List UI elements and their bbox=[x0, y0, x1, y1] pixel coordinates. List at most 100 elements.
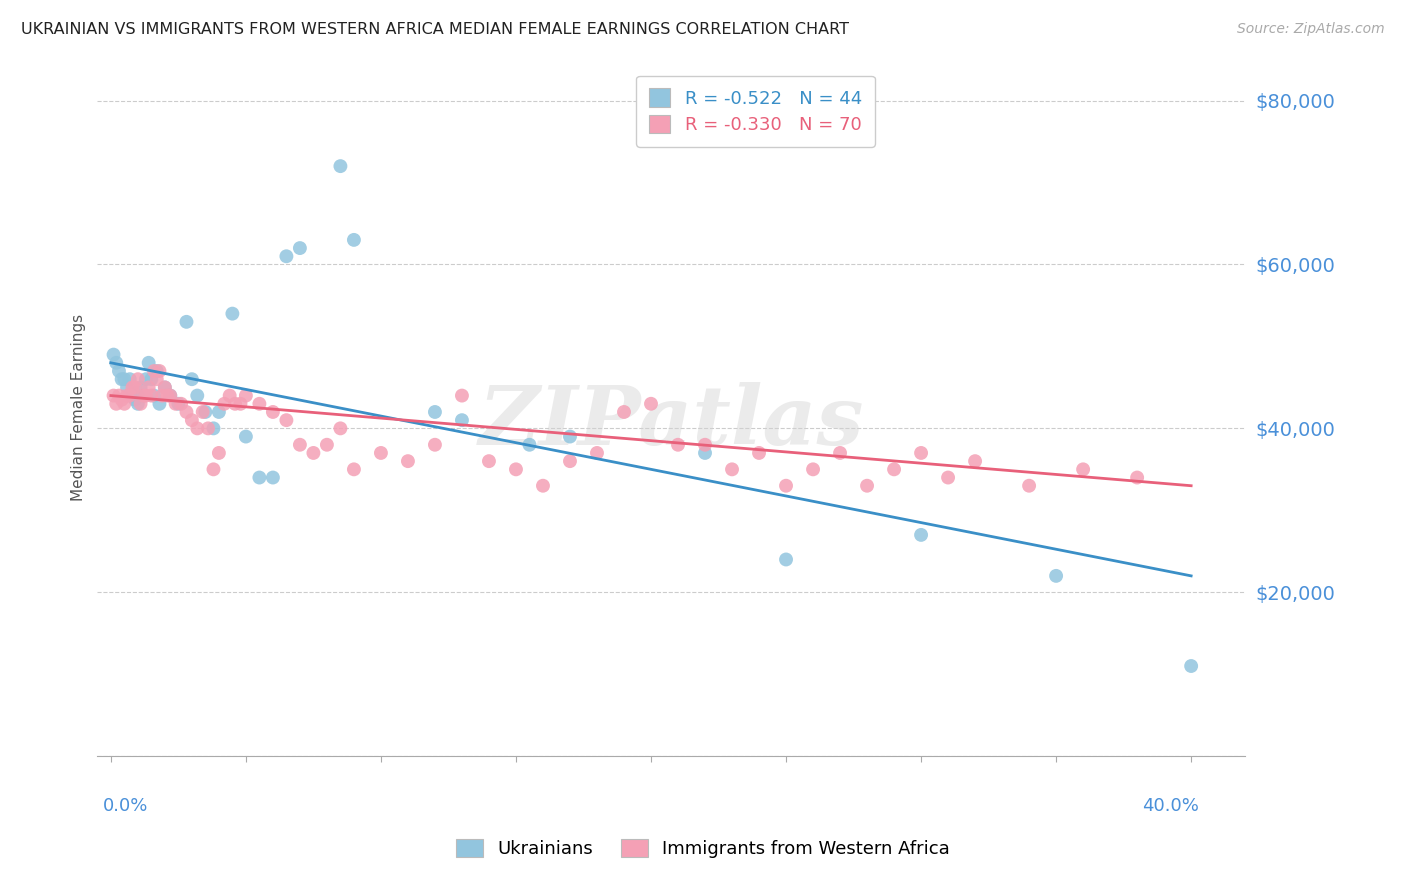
Point bbox=[558, 454, 581, 468]
Point bbox=[801, 462, 824, 476]
Y-axis label: Median Female Earnings: Median Female Earnings bbox=[72, 314, 86, 501]
Point bbox=[153, 380, 176, 394]
Point bbox=[108, 364, 131, 378]
Point bbox=[141, 388, 163, 402]
Point bbox=[666, 438, 689, 452]
Point bbox=[148, 364, 170, 378]
Point bbox=[262, 405, 284, 419]
Point bbox=[693, 438, 716, 452]
Point bbox=[775, 552, 797, 566]
Point bbox=[143, 364, 166, 378]
Point bbox=[180, 413, 202, 427]
Point bbox=[121, 388, 143, 402]
Point bbox=[156, 388, 179, 402]
Point bbox=[194, 405, 217, 419]
Point bbox=[1071, 462, 1094, 476]
Point bbox=[247, 470, 270, 484]
Point bbox=[451, 388, 474, 402]
Point bbox=[247, 397, 270, 411]
Point bbox=[208, 446, 231, 460]
Point bbox=[224, 397, 246, 411]
Point bbox=[1018, 479, 1040, 493]
Point bbox=[180, 372, 202, 386]
Point bbox=[302, 446, 325, 460]
Point bbox=[145, 364, 167, 378]
Point bbox=[138, 380, 160, 394]
Point bbox=[112, 397, 135, 411]
Point bbox=[229, 397, 252, 411]
Point bbox=[423, 438, 446, 452]
Point bbox=[965, 454, 987, 468]
Text: 40.0%: 40.0% bbox=[1143, 797, 1199, 815]
Point bbox=[176, 405, 198, 419]
Point bbox=[1045, 569, 1067, 583]
Point bbox=[108, 388, 131, 402]
Point bbox=[721, 462, 744, 476]
Point bbox=[135, 372, 157, 386]
Point bbox=[218, 388, 240, 402]
Point bbox=[159, 388, 181, 402]
Point bbox=[141, 372, 163, 386]
Point bbox=[370, 446, 392, 460]
Point bbox=[208, 405, 231, 419]
Point bbox=[115, 388, 138, 402]
Point bbox=[191, 405, 214, 419]
Point bbox=[276, 249, 298, 263]
Point bbox=[159, 388, 181, 402]
Point bbox=[112, 372, 135, 386]
Point bbox=[262, 470, 284, 484]
Point bbox=[235, 429, 257, 443]
Point bbox=[586, 446, 609, 460]
Point bbox=[451, 413, 474, 427]
Point bbox=[105, 356, 128, 370]
Point bbox=[186, 421, 208, 435]
Text: Source: ZipAtlas.com: Source: ZipAtlas.com bbox=[1237, 22, 1385, 37]
Point bbox=[103, 348, 125, 362]
Point bbox=[343, 462, 366, 476]
Point bbox=[124, 392, 146, 407]
Point bbox=[118, 388, 141, 402]
Point bbox=[186, 388, 208, 402]
Point bbox=[111, 392, 134, 407]
Point bbox=[127, 372, 149, 386]
Point bbox=[910, 528, 932, 542]
Point bbox=[170, 397, 193, 411]
Point bbox=[856, 479, 879, 493]
Point bbox=[693, 446, 716, 460]
Point bbox=[640, 397, 662, 411]
Point bbox=[202, 462, 225, 476]
Point bbox=[329, 421, 352, 435]
Point bbox=[396, 454, 419, 468]
Point bbox=[132, 388, 155, 402]
Text: 0.0%: 0.0% bbox=[103, 797, 148, 815]
Point bbox=[202, 421, 225, 435]
Point bbox=[1180, 659, 1202, 673]
Point bbox=[103, 388, 125, 402]
Point bbox=[129, 397, 152, 411]
Point bbox=[138, 356, 160, 370]
Point bbox=[214, 397, 236, 411]
Point bbox=[105, 397, 128, 411]
Point bbox=[153, 380, 176, 394]
Text: ZIPatlas: ZIPatlas bbox=[478, 382, 865, 462]
Point bbox=[121, 380, 143, 394]
Legend: R = -0.522   N = 44, R = -0.330   N = 70: R = -0.522 N = 44, R = -0.330 N = 70 bbox=[636, 76, 875, 147]
Point bbox=[132, 388, 155, 402]
Point bbox=[478, 454, 501, 468]
Point bbox=[1126, 470, 1149, 484]
Point bbox=[276, 413, 298, 427]
Point bbox=[127, 397, 149, 411]
Point bbox=[910, 446, 932, 460]
Point bbox=[221, 307, 243, 321]
Point bbox=[936, 470, 959, 484]
Point bbox=[343, 233, 366, 247]
Point bbox=[288, 241, 311, 255]
Point bbox=[167, 397, 190, 411]
Point bbox=[316, 438, 339, 452]
Point bbox=[150, 388, 173, 402]
Point bbox=[165, 397, 187, 411]
Point bbox=[531, 479, 554, 493]
Point bbox=[148, 397, 170, 411]
Point bbox=[748, 446, 770, 460]
Point bbox=[558, 429, 581, 443]
